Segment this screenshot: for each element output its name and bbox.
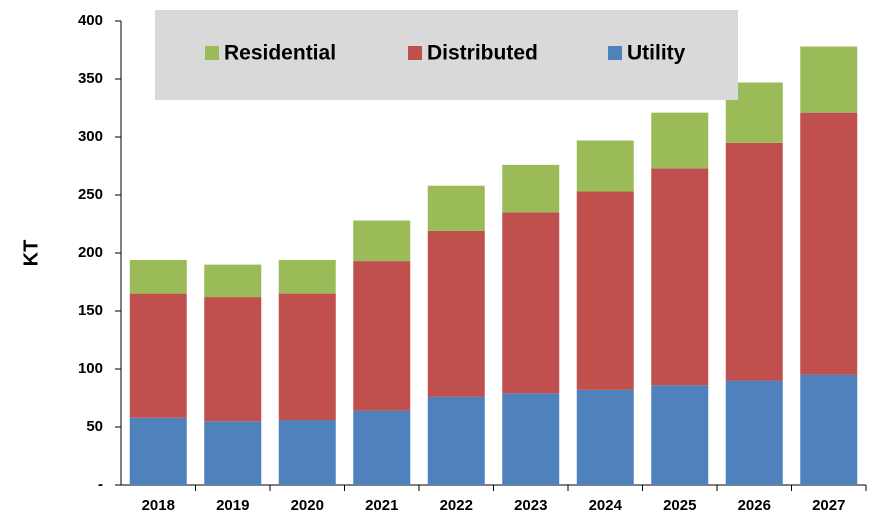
bar-segment <box>427 230 485 397</box>
bar-segment <box>278 420 336 485</box>
y-tick-label: 100 <box>78 360 103 377</box>
legend-label: Residential <box>224 42 336 65</box>
x-tick-label: 2024 <box>589 497 623 514</box>
bar-segment <box>204 297 262 422</box>
bar-segment <box>353 261 411 411</box>
x-tick-label: 2018 <box>142 497 175 514</box>
legend-box <box>155 10 738 100</box>
x-tick-label: 2020 <box>291 497 324 514</box>
bar-segment <box>129 259 187 294</box>
bar-segment <box>204 264 262 298</box>
x-tick-label: 2027 <box>812 497 845 514</box>
bar-segment <box>576 191 634 390</box>
bar-segment <box>502 164 560 213</box>
y-tick-label: 250 <box>78 186 103 203</box>
bar-segment <box>651 112 709 169</box>
bar-segment <box>502 212 560 394</box>
bar-segment <box>576 389 634 485</box>
x-tick-label: 2019 <box>216 497 249 514</box>
bar-segment <box>576 140 634 192</box>
bar-segment <box>651 168 709 386</box>
bar-segment <box>800 46 858 113</box>
legend-label: Utility <box>627 42 686 65</box>
y-axis-label: KT <box>20 240 42 267</box>
x-tick-label: 2021 <box>365 497 398 514</box>
y-tick-label: 400 <box>78 12 103 29</box>
bar-segment <box>427 185 485 231</box>
y-tick-label: 150 <box>78 302 103 319</box>
bar-segment <box>278 259 336 294</box>
bar-segment <box>129 417 187 485</box>
bar-segment <box>427 396 485 485</box>
bar-segment <box>278 293 336 421</box>
x-tick-label: 2025 <box>663 497 696 514</box>
y-tick-label: 200 <box>78 244 103 261</box>
bar-segment <box>353 220 411 262</box>
legend-label: Distributed <box>427 42 538 65</box>
y-tick-label: 50 <box>86 418 103 435</box>
bar-segment <box>800 112 858 375</box>
x-tick-label: 2026 <box>738 497 771 514</box>
x-tick-label: 2022 <box>440 497 473 514</box>
y-tick-label: 300 <box>78 128 103 145</box>
bar-segment <box>204 421 262 485</box>
y-tick-label: - <box>98 476 103 493</box>
bar-segment <box>725 380 783 485</box>
x-tick-label: 2023 <box>514 497 547 514</box>
bar-segment <box>651 385 709 485</box>
bar-segment <box>502 393 560 485</box>
y-tick-label: 350 <box>78 70 103 87</box>
bar-segment <box>800 374 858 485</box>
bar-segment <box>129 293 187 418</box>
bar-segment <box>725 142 783 381</box>
legend-swatch <box>205 46 219 60</box>
bar-segment <box>353 410 411 485</box>
legend-swatch <box>408 46 422 60</box>
legend-swatch <box>608 46 622 60</box>
